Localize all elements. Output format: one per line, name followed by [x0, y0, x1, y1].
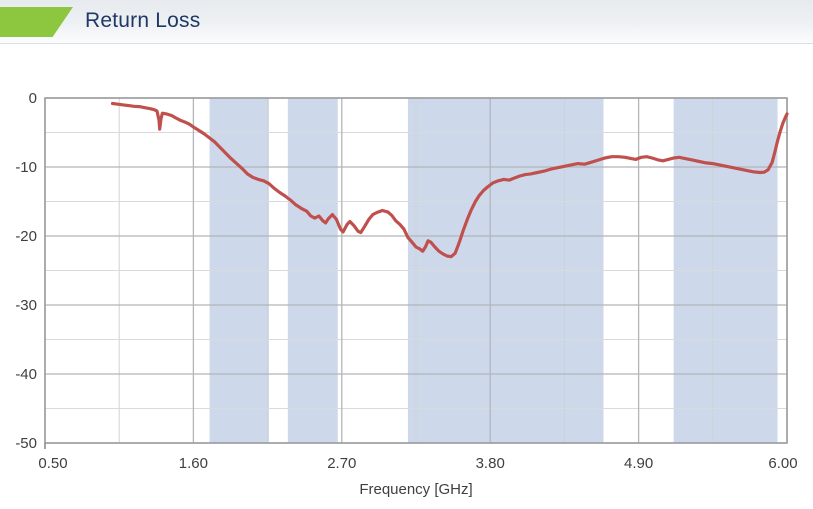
y-tick-label: -50	[15, 435, 37, 452]
y-tick-label: -10	[15, 159, 37, 176]
page-title: Return Loss	[85, 9, 201, 32]
y-tick-label: -20	[15, 228, 37, 245]
x-tick-label: 3.80	[476, 455, 505, 472]
y-tick-label: -30	[15, 297, 37, 314]
y-tick-label: 0	[29, 90, 37, 107]
x-tick-label: 1.60	[179, 455, 208, 472]
x-axis-title: Frequency [GHz]	[359, 481, 472, 498]
x-tick-label: 0.50	[38, 455, 67, 472]
y-tick-label: -40	[15, 366, 37, 383]
x-tick-label: 6.00	[768, 455, 797, 472]
x-tick-label: 2.70	[327, 455, 356, 472]
return-loss-curve	[110, 101, 789, 259]
plot-border	[44, 97, 788, 444]
section-header: Return Loss	[0, 0, 813, 44]
x-tick-label: 4.90	[624, 455, 653, 472]
